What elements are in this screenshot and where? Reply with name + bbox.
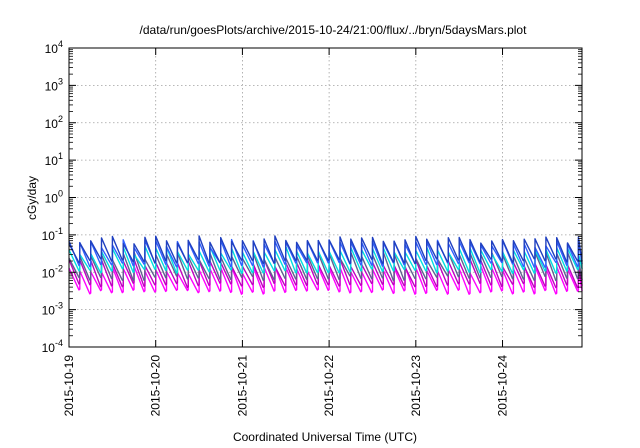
x-tick-label: 2015-10-20 [149, 355, 163, 417]
y-tick-label: 10-1 [42, 226, 63, 243]
series-line [68, 235, 583, 265]
x-tick-label: 2015-10-23 [409, 355, 423, 417]
y-tick-label: 101 [45, 151, 63, 168]
x-tick-label: 2015-10-21 [235, 355, 249, 417]
x-tick-label: 2015-10-24 [496, 355, 510, 417]
series-group [68, 235, 583, 295]
y-tick-label: 10-2 [42, 263, 63, 280]
y-axis: 10-4 10-3 10-2 10-1 100 101 102 103 104 [42, 39, 582, 355]
x-axis: 2015-10-19 2015-10-20 2015-10-21 2015-10-22… [62, 48, 510, 416]
chart-title: /data/run/goesPlots/archive/2015-10-24/2… [140, 23, 528, 37]
y-tick-label: 10-3 [42, 301, 63, 318]
x-axis-label: Coordinated Universal Time (UTC) [233, 430, 417, 444]
y-tick-label: 10-4 [42, 338, 63, 355]
x-tick-label: 2015-10-19 [62, 355, 76, 417]
y-tick-label: 100 [45, 189, 63, 206]
x-tick-label: 2015-10-22 [322, 355, 336, 417]
y-tick-label: 104 [45, 39, 63, 56]
y-tick-label: 102 [45, 114, 63, 131]
grid [69, 48, 582, 347]
y-axis-label: cGy/day [25, 176, 39, 220]
y-tick-label: 103 [45, 76, 63, 93]
